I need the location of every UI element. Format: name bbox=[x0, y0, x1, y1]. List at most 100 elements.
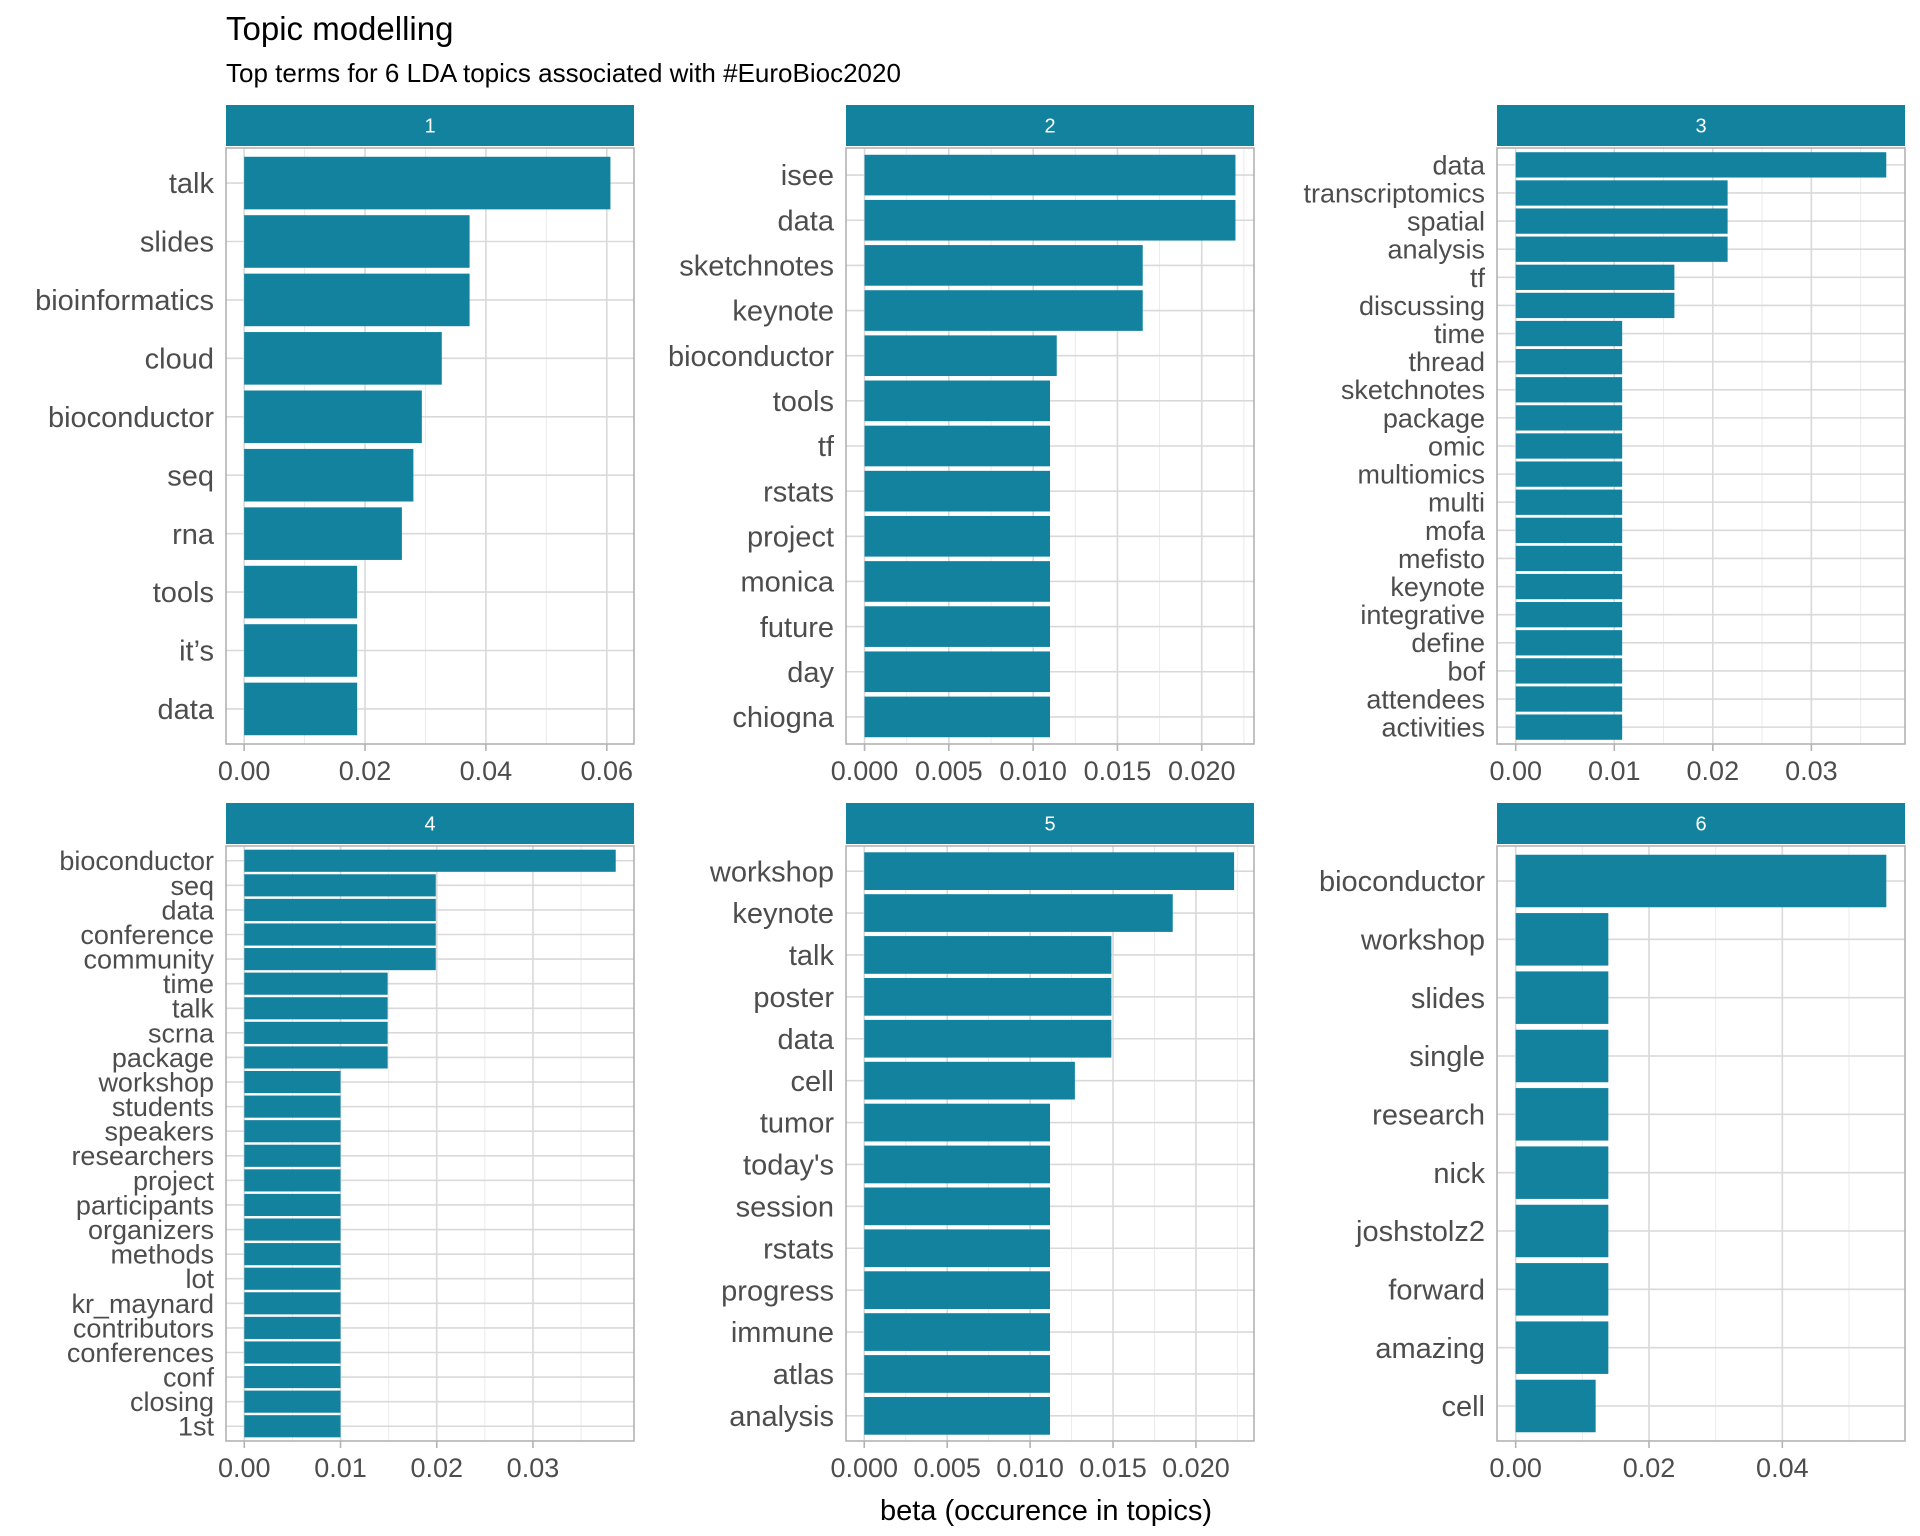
term-label: rstats bbox=[763, 1233, 834, 1265]
x-tick-label: 0.04 bbox=[1756, 1453, 1809, 1483]
facet-panel-2: 2 isee data sketchnotes keynote bioconductor t… bbox=[668, 105, 1255, 786]
bar-project bbox=[244, 1169, 341, 1192]
term-label: tumor bbox=[760, 1108, 834, 1140]
bar-cloud bbox=[244, 332, 442, 385]
term-label: seq bbox=[167, 460, 214, 492]
bar-community bbox=[244, 948, 436, 971]
term-label: project bbox=[747, 521, 834, 553]
term-label: speakers bbox=[104, 1117, 214, 1147]
x-tick-label: 0.00 bbox=[1489, 756, 1542, 786]
facet-strip bbox=[1497, 803, 1905, 844]
bar-chiogna bbox=[864, 696, 1050, 738]
bar-research bbox=[1515, 1088, 1609, 1141]
term-label: attendees bbox=[1366, 684, 1485, 714]
bar-tumor bbox=[864, 1103, 1050, 1142]
panel-border bbox=[1496, 147, 1906, 745]
term-label: talk bbox=[169, 168, 215, 200]
term-label: multiomics bbox=[1357, 460, 1485, 490]
term-label: data bbox=[158, 694, 215, 726]
facet-panel-1: 1 talk slides bioinformatics cloud bioconduct… bbox=[35, 105, 635, 786]
bar-students bbox=[244, 1095, 341, 1118]
x-tick-label: 0.03 bbox=[1785, 756, 1838, 786]
x-tick-label: 0.015 bbox=[1079, 1453, 1147, 1483]
term-label: analysis bbox=[1387, 235, 1485, 265]
term-label: bioconductor bbox=[668, 341, 834, 373]
bar-joshstolz2 bbox=[1515, 1204, 1609, 1258]
x-tick-label: 0.020 bbox=[1162, 1453, 1230, 1483]
x-axis-label: beta (occurence in topics) bbox=[880, 1495, 1212, 1527]
term-label: define bbox=[1411, 628, 1485, 658]
term-label: chiogna bbox=[732, 702, 834, 734]
bar-day bbox=[864, 651, 1050, 693]
bar-attendees bbox=[1515, 686, 1623, 712]
bar-slides bbox=[1515, 971, 1609, 1024]
term-label: rna bbox=[172, 519, 215, 551]
term-label: omic bbox=[1428, 431, 1485, 461]
term-label: conf bbox=[163, 1363, 215, 1393]
term-label: participants bbox=[76, 1190, 214, 1220]
facet-strip-label: 1 bbox=[424, 116, 435, 138]
chart-title: Topic modelling bbox=[226, 10, 453, 47]
x-tick-label: 0.01 bbox=[1588, 756, 1641, 786]
term-label: data bbox=[778, 1024, 835, 1056]
x-tick-label: 0.04 bbox=[460, 756, 513, 786]
facet-strip bbox=[846, 105, 1254, 146]
term-label: methods bbox=[110, 1240, 214, 1270]
facet-panel-6: 6 bioconductor workshop slides single researc… bbox=[1319, 803, 1906, 1483]
bar-keynote bbox=[1515, 573, 1623, 600]
term-label: session bbox=[736, 1192, 834, 1224]
bar-time bbox=[1515, 320, 1623, 347]
bar-seq bbox=[244, 448, 414, 502]
term-label: slides bbox=[140, 227, 214, 259]
term-label: closing bbox=[130, 1387, 214, 1417]
bar-seq bbox=[244, 874, 436, 897]
bar-data bbox=[244, 682, 358, 736]
term-label: bioconductor bbox=[59, 846, 214, 876]
facet-strip bbox=[226, 803, 634, 844]
bar-tools bbox=[864, 380, 1050, 422]
bar-time bbox=[244, 972, 388, 995]
bar-cell bbox=[864, 1061, 1075, 1100]
bar-bioconductor bbox=[244, 849, 616, 872]
bar-project bbox=[864, 515, 1050, 557]
bar-1st bbox=[244, 1415, 341, 1438]
x-tick-label: 0.06 bbox=[581, 756, 634, 786]
term-label: sketchnotes bbox=[679, 251, 834, 283]
bar-rna bbox=[244, 507, 402, 560]
bar-package bbox=[244, 1046, 388, 1069]
facet-panel-3: 3 datatranscriptomicsspatialanalysistfdis… bbox=[1303, 105, 1906, 786]
bar-rstats bbox=[864, 470, 1050, 512]
term-label: multi bbox=[1428, 488, 1485, 518]
bar-talk bbox=[864, 936, 1112, 974]
bar-bioconductor bbox=[1515, 854, 1887, 908]
term-label: package bbox=[112, 1043, 214, 1073]
bar-activities bbox=[1515, 714, 1623, 740]
term-label: tf bbox=[1470, 263, 1486, 293]
bar-progress bbox=[864, 1271, 1050, 1310]
bar-workshop bbox=[244, 1070, 341, 1094]
x-tick-label: 0.01 bbox=[314, 1453, 367, 1483]
bar-analysis bbox=[864, 1397, 1050, 1435]
bar-isee bbox=[864, 154, 1236, 196]
x-tick-label: 0.02 bbox=[1687, 756, 1740, 786]
term-label: spatial bbox=[1407, 207, 1485, 237]
facet-panel-4: 4bioconductorseqdataconferencecommunityt… bbox=[59, 803, 635, 1483]
facet-strip bbox=[846, 803, 1254, 844]
term-label: poster bbox=[753, 982, 834, 1014]
term-label: data bbox=[161, 895, 215, 925]
x-tick-label: 0.03 bbox=[507, 1453, 560, 1483]
bar-conferences bbox=[244, 1341, 341, 1364]
bar-data bbox=[244, 898, 436, 921]
x-tick-label: 0.02 bbox=[410, 1453, 463, 1483]
bar-workshop bbox=[1515, 913, 1609, 966]
bar-contributors bbox=[244, 1316, 341, 1339]
bar-future bbox=[864, 606, 1050, 647]
x-tick-label: 0.005 bbox=[913, 1453, 981, 1483]
term-label: organizers bbox=[88, 1215, 214, 1245]
bar-conference bbox=[244, 923, 436, 946]
term-label: amazing bbox=[1375, 1333, 1485, 1365]
x-tick-label: 0.010 bbox=[999, 756, 1067, 786]
term-label: discussing bbox=[1359, 291, 1485, 321]
bar-package bbox=[1515, 405, 1623, 431]
bar-tf bbox=[1515, 264, 1675, 290]
